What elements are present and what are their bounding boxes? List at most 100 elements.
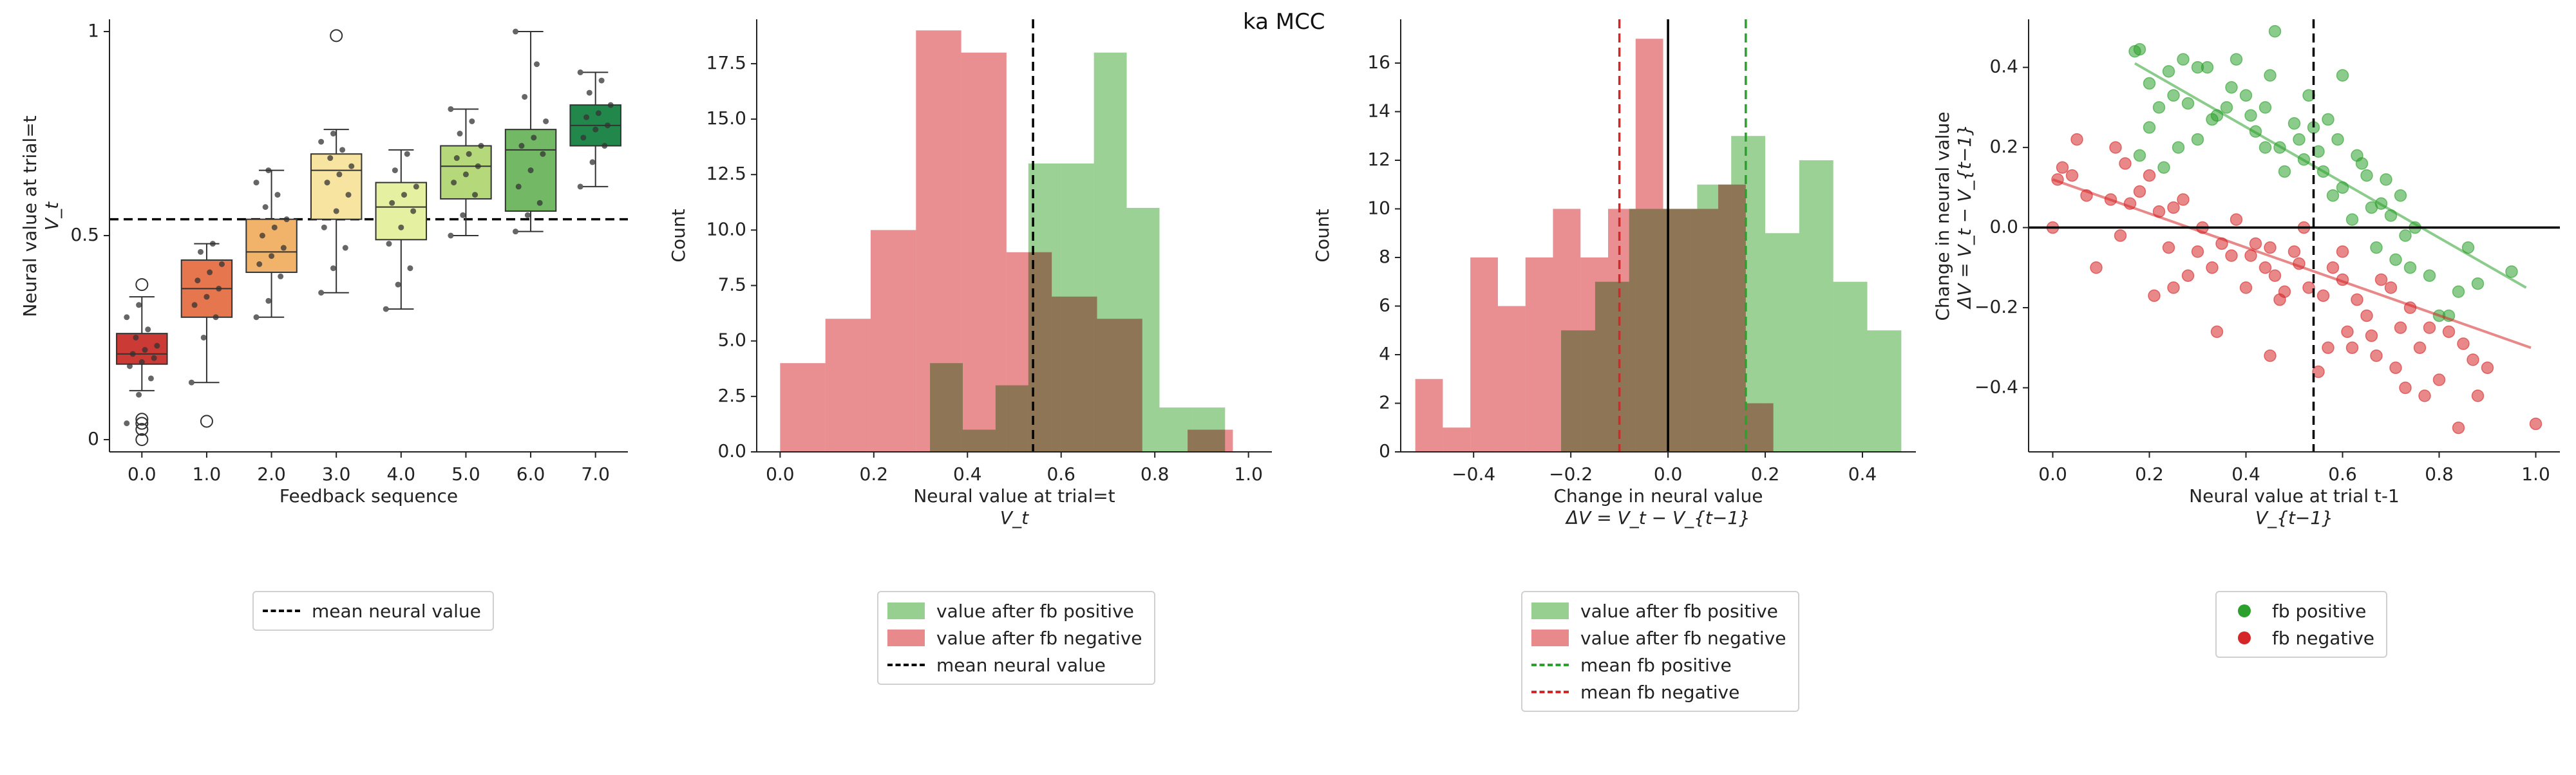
scatter-point [2326,261,2340,274]
scatter-point [2259,261,2272,274]
y-tick-label: 5.0 [717,330,746,351]
histogram-bar [1415,378,1443,452]
scatter-point [2336,69,2349,82]
scatter-point [2403,261,2417,274]
scatter-point [2360,309,2373,322]
y-axis-label: Change in neural value [1932,111,1953,321]
box-data-point [129,351,136,357]
legend-label: mean fb negative [1580,681,1740,703]
x-tick-label: 0.0 [128,463,156,485]
scatter-point [2452,421,2465,434]
box-data-point [448,106,454,112]
box-flier [135,433,149,446]
histogram-bar [1553,209,1581,452]
box-data-point [607,102,614,108]
scatter-point [2370,349,2383,362]
histogram-bar [1097,319,1142,452]
histogram-bar [1525,257,1553,452]
box-data-point [330,265,336,272]
box-data-point [138,359,145,366]
legend-label: fb positive [2272,600,2367,622]
box-data-point [475,163,481,169]
scatter-point [2380,173,2392,186]
box-data-point [536,200,543,206]
box-data-point [451,180,457,186]
scatter-point [2259,101,2272,114]
scatter-point [2070,133,2083,146]
box-data-point [253,180,260,186]
scatter-point [2351,293,2363,306]
scatter-point [2293,133,2306,146]
scatter-point [2312,365,2325,378]
histogram-bar [916,30,961,452]
y-axis-sublabel: V_t [41,201,62,230]
histogram-bar [1718,184,1746,452]
x-tick-label: −0.4 [1452,463,1495,485]
box-data-point [216,285,222,292]
y-tick-label: 10.0 [706,218,746,239]
box-data-point [124,314,130,321]
legend-entry: value after fb positive [887,597,1142,624]
box-data-point [533,61,540,68]
scatter-point [2336,245,2349,258]
scatter-point [2394,189,2407,202]
scatter-point [2119,157,2132,170]
y-tick-label: 0.4 [1989,56,2018,77]
box-iqr [245,218,298,274]
scatter-point [2457,337,2470,350]
box-data-point [348,163,355,169]
box-data-point [318,290,325,296]
scatter-point [2442,325,2456,339]
scatter-point [2239,281,2253,294]
box-data-point [595,110,601,117]
x-tick-label: 0.2 [2135,463,2164,485]
scatter-point [2143,121,2156,134]
scatter-point [2278,165,2291,178]
scatter-point [2365,329,2378,342]
scatter-point [2181,269,2195,282]
scatter-point [2278,285,2291,298]
legend-label: value after fb negative [1580,627,1786,649]
scatter-point [2162,65,2175,78]
legend-entry: value after fb negative [1531,624,1786,651]
y-tick-label: 16 [1367,51,1390,73]
legend-entry: value after fb positive [1531,597,1786,624]
histogram-bar [1745,403,1774,452]
box-data-point [342,245,348,251]
change-histogram-panel: 0 2 4 6 8 10 12 14 16 −0.4 −0.2 0.0 0.2 0.4 Change in … [1312,19,1916,528]
scatter-point [2206,261,2219,274]
scatter-point [2345,341,2359,354]
box-data-point [336,171,343,178]
y-tick-label: 1 [88,20,99,41]
scatter-point [2471,389,2485,402]
figure-suptitle: ka MCC [1243,9,1325,35]
box-data-point [577,69,583,75]
legend-swatch [1531,602,1569,619]
box-data-point [592,126,599,133]
scatter-point [2331,133,2344,146]
box-data-point [395,281,401,288]
box-data-point [283,216,290,223]
scatter-point [2529,417,2543,431]
legend-label: mean neural value [936,654,1106,676]
scatter-point [2418,389,2431,402]
y-tick-label: −0.4 [1975,376,2018,397]
box-data-point [383,306,389,312]
x-tick-label: 3.0 [322,463,351,485]
y-tick-label: 6 [1379,294,1390,315]
box-data-point [518,143,525,149]
scatter-point [2239,89,2253,102]
scatter-point [2384,281,2398,294]
box-data-point [448,232,454,239]
scatter-point [2345,213,2359,226]
box-data-point [280,245,287,251]
box-data-point [213,314,219,321]
legend-label: mean fb positive [1580,654,1732,676]
x-tick-label: 0.6 [1046,463,1075,485]
histogram-bar [1188,429,1233,452]
box-data-point [478,143,484,149]
box-data-point [126,363,133,369]
scatter-point [2316,289,2330,303]
legend-entry: mean fb negative [1531,678,1786,705]
box-data-point [392,167,398,174]
